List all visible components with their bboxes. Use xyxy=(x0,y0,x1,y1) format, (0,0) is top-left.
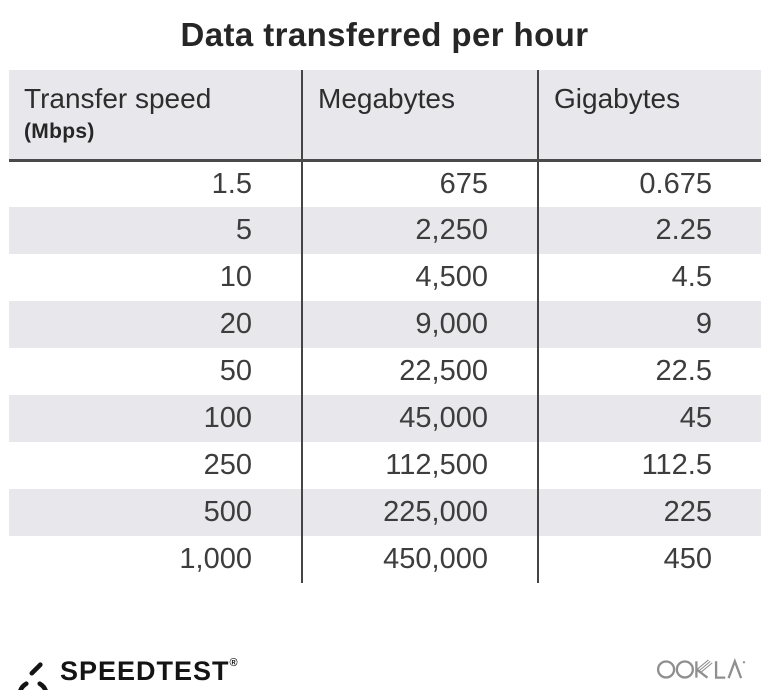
cell-speed: 20 xyxy=(219,308,252,340)
cell-megabytes: 675 xyxy=(301,160,538,207)
column-header-sublabel: (Mbps) xyxy=(24,120,95,143)
table-row: 1.5 675 0.675 xyxy=(9,160,761,207)
cell-megabytes: 450,000 xyxy=(301,536,538,583)
column-header-megabytes: Megabytes xyxy=(301,70,538,162)
table-row: 500 225,000 225 xyxy=(9,489,761,536)
cell-megabytes: 112,500 xyxy=(301,442,538,489)
header-row: Transfer speed (Mbps) Megabytes Gigabyte… xyxy=(9,70,761,162)
cell-megabytes: 45,000 xyxy=(301,395,538,442)
column-header-gigabytes: Gigabytes xyxy=(537,70,761,162)
table-header: Transfer speed (Mbps) Megabytes Gigabyte… xyxy=(9,70,761,162)
column-header-label: Transfer speed xyxy=(24,83,212,114)
cell-gigabytes: 4.5 xyxy=(537,254,761,301)
table-row: 100 45,000 45 xyxy=(9,395,761,442)
footer: SPEEDTEST® OOKLA xyxy=(14,648,756,694)
table-row: 20 9,000 9 xyxy=(9,301,761,348)
cell-megabytes: 22,500 xyxy=(301,348,538,395)
speedtest-wordmark: SPEEDTEST® xyxy=(60,656,238,687)
registered-mark: ® xyxy=(229,656,238,669)
cell-gigabytes: 112.5 xyxy=(537,442,761,489)
cell-speed: 50 xyxy=(219,355,252,387)
cell-speed: 10 xyxy=(219,261,252,293)
cell-megabytes: 225,000 xyxy=(301,489,538,536)
cell-speed: 100 xyxy=(203,402,252,434)
cell-gigabytes: 9 xyxy=(537,301,761,348)
page-title: Data transferred per hour xyxy=(180,16,589,53)
table-row: 250 112,500 112.5 xyxy=(9,442,761,489)
table-row: 5 2,250 2.25 xyxy=(9,207,761,254)
cell-gigabytes: 2.25 xyxy=(537,207,761,254)
speedtest-logo: SPEEDTEST® xyxy=(14,652,238,690)
table-row: 1,000 450,000 450 xyxy=(9,536,761,583)
cell-gigabytes: 0.675 xyxy=(537,160,761,207)
cell-gigabytes: 225 xyxy=(537,489,761,536)
cell-speed: 1.5 xyxy=(211,167,252,200)
cell-megabytes: 9,000 xyxy=(301,301,538,348)
table-body: 1.5 675 0.675 5 2,250 2.25 10 4,500 4.5 … xyxy=(9,160,761,583)
column-header-label: Megabytes xyxy=(318,83,455,114)
ookla-wordmark-icon xyxy=(656,657,746,679)
cell-speed: 250 xyxy=(203,449,252,481)
table-row: 50 22,500 22.5 xyxy=(9,348,761,395)
cell-speed: 1,000 xyxy=(179,543,252,575)
table-row: 10 4,500 4.5 xyxy=(9,254,761,301)
cell-megabytes: 2,250 xyxy=(301,207,538,254)
column-header-transfer-speed: Transfer speed (Mbps) xyxy=(9,70,302,162)
data-table: Transfer speed (Mbps) Megabytes Gigabyte… xyxy=(9,70,761,583)
cell-speed: 500 xyxy=(203,496,252,528)
data-table-container: Transfer speed (Mbps) Megabytes Gigabyte… xyxy=(9,70,761,583)
speedtest-gauge-icon xyxy=(18,662,48,690)
cell-gigabytes: 450 xyxy=(537,536,761,583)
cell-gigabytes: 22.5 xyxy=(537,348,761,395)
cell-speed: 5 xyxy=(235,214,252,246)
ookla-logo: OOKLA xyxy=(656,654,756,689)
cell-megabytes: 4,500 xyxy=(301,254,538,301)
speedtest-wordmark-text: SPEEDTEST xyxy=(60,655,230,686)
column-header-label: Gigabytes xyxy=(554,83,681,114)
cell-gigabytes: 45 xyxy=(537,395,761,442)
